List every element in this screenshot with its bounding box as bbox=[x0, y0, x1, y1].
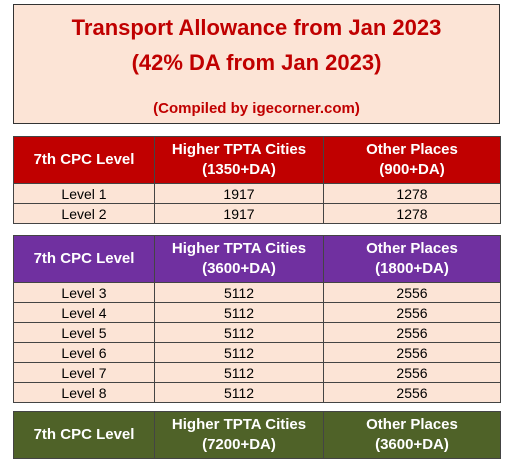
cell-other: 2556 bbox=[323, 362, 501, 383]
table-row: Level 7 5112 2556 bbox=[13, 362, 501, 383]
cell-other: 2556 bbox=[323, 282, 501, 303]
header-higher-tpta-label: Higher TPTA Cities bbox=[171, 240, 307, 257]
cell-higher: 5112 bbox=[154, 282, 324, 303]
cell-level: Level 6 bbox=[13, 342, 155, 363]
cell-other: 2556 bbox=[323, 382, 501, 403]
header-other-places-rate: (1800+DA) bbox=[375, 260, 449, 277]
title-main: Transport Allowance from Jan 2023 bbox=[71, 15, 442, 40]
header-level: 7th CPC Level bbox=[13, 235, 155, 283]
cell-higher: 1917 bbox=[154, 183, 324, 204]
title-box: Transport Allowance from Jan 2023 (42% D… bbox=[13, 4, 500, 124]
table-header-row: 7th CPC Level Higher TPTA Cities (7200+DA… bbox=[13, 411, 501, 459]
cell-other: 1278 bbox=[323, 183, 501, 204]
table-row: Level 4 5112 2556 bbox=[13, 302, 501, 323]
table-row: Level 1 1917 1278 bbox=[13, 183, 501, 204]
cell-level: Level 4 bbox=[13, 302, 155, 323]
table-group-1: 7th CPC Level Higher TPTA Cities (1350+DA… bbox=[13, 136, 501, 224]
cell-other: 2556 bbox=[323, 342, 501, 363]
header-level: 7th CPC Level bbox=[13, 411, 155, 459]
cell-higher: 5112 bbox=[154, 362, 324, 383]
header-other-places: Other Places (900+DA) bbox=[323, 136, 501, 184]
header-other-places-rate: (900+DA) bbox=[379, 161, 445, 178]
header-other-places-label: Other Places bbox=[366, 240, 458, 257]
cell-higher: 5112 bbox=[154, 302, 324, 323]
table-header-row: 7th CPC Level Higher TPTA Cities (3600+DA… bbox=[13, 235, 501, 283]
cell-level: Level 1 bbox=[13, 183, 155, 204]
cell-level: Level 5 bbox=[13, 322, 155, 343]
cell-other: 1278 bbox=[323, 203, 501, 224]
table-row: Level 6 5112 2556 bbox=[13, 342, 501, 363]
header-other-places-label: Other Places bbox=[366, 141, 458, 158]
table-row: Level 3 5112 2556 bbox=[13, 282, 501, 303]
table-row: Level 5 5112 2556 bbox=[13, 322, 501, 343]
cell-level: Level 2 bbox=[13, 203, 155, 224]
title-subtitle: (42% DA from Jan 2023) bbox=[131, 50, 382, 75]
header-higher-tpta-rate: (1350+DA) bbox=[202, 161, 276, 178]
header-other-places-label: Other Places bbox=[366, 416, 458, 433]
cell-other: 2556 bbox=[323, 302, 501, 323]
cell-level: Level 7 bbox=[13, 362, 155, 383]
cell-higher: 1917 bbox=[154, 203, 324, 224]
cell-other: 2556 bbox=[323, 322, 501, 343]
cell-higher: 5112 bbox=[154, 322, 324, 343]
cell-higher: 5112 bbox=[154, 382, 324, 403]
cell-higher: 5112 bbox=[154, 342, 324, 363]
table-row: Level 8 5112 2556 bbox=[13, 382, 501, 403]
header-other-places: Other Places (3600+DA) bbox=[323, 411, 501, 459]
header-higher-tpta-label: Higher TPTA Cities bbox=[171, 141, 307, 158]
header-level: 7th CPC Level bbox=[13, 136, 155, 184]
cell-level: Level 8 bbox=[13, 382, 155, 403]
table-row: Level 2 1917 1278 bbox=[13, 203, 501, 224]
title-credit: (Compiled by igecorner.com) bbox=[153, 100, 360, 117]
table-group-3: 7th CPC Level Higher TPTA Cities (7200+DA… bbox=[13, 411, 501, 459]
header-higher-tpta-rate: (3600+DA) bbox=[202, 260, 276, 277]
header-other-places-rate: (3600+DA) bbox=[375, 436, 449, 453]
header-other-places: Other Places (1800+DA) bbox=[323, 235, 501, 283]
table-group-2: 7th CPC Level Higher TPTA Cities (3600+DA… bbox=[13, 235, 501, 403]
header-higher-tpta: Higher TPTA Cities (7200+DA) bbox=[154, 411, 324, 459]
cell-level: Level 3 bbox=[13, 282, 155, 303]
header-higher-tpta-label: Higher TPTA Cities bbox=[171, 416, 307, 433]
table-header-row: 7th CPC Level Higher TPTA Cities (1350+DA… bbox=[13, 136, 501, 184]
header-higher-tpta: Higher TPTA Cities (3600+DA) bbox=[154, 235, 324, 283]
header-higher-tpta-rate: (7200+DA) bbox=[202, 436, 276, 453]
header-higher-tpta: Higher TPTA Cities (1350+DA) bbox=[154, 136, 324, 184]
